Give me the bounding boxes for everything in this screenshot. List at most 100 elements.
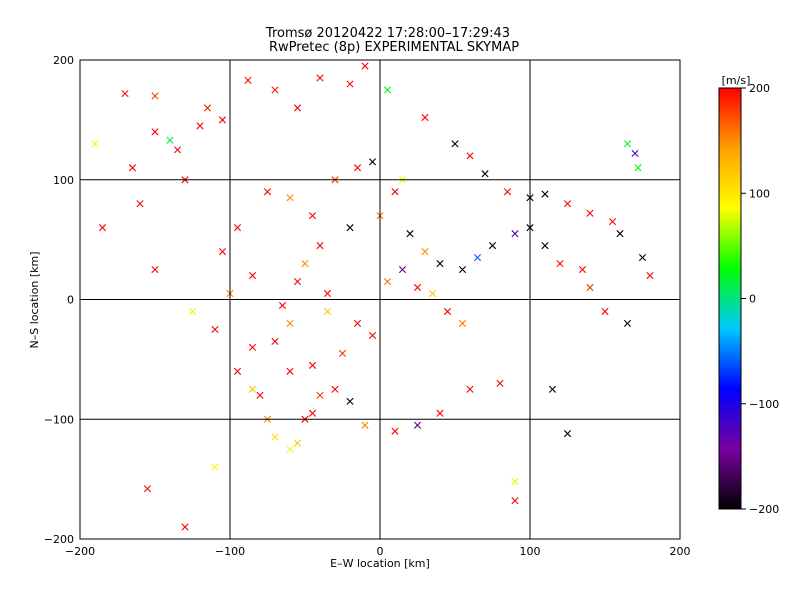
data-point <box>143 485 152 493</box>
x-axis-label: E–W location [km] <box>330 557 430 570</box>
scatter-points <box>91 62 654 531</box>
data-point <box>413 421 422 429</box>
data-point <box>271 433 279 441</box>
data-point <box>631 149 639 157</box>
data-point <box>316 391 324 399</box>
data-point <box>293 277 302 286</box>
data-point <box>428 289 437 298</box>
data-point <box>368 331 377 340</box>
data-point <box>128 164 137 172</box>
data-point <box>166 136 174 144</box>
data-point <box>623 319 632 328</box>
data-point <box>556 259 564 268</box>
data-point <box>391 427 399 435</box>
colorbar-ticks: 200 100 0 −100 −200 <box>741 82 779 516</box>
x-tick-label: −200 <box>65 545 95 558</box>
data-point <box>323 307 332 316</box>
y-tick-label: −200 <box>44 533 74 546</box>
chart-subtitle: RwPretec (8p) EXPERIMENTAL SKYMAP <box>269 40 519 55</box>
data-point <box>248 343 257 351</box>
data-point <box>458 319 467 328</box>
colorbar-tick-label: 100 <box>749 187 770 200</box>
data-point <box>608 218 617 226</box>
data-point <box>151 92 159 100</box>
data-point <box>248 271 257 280</box>
x-tick-label: 0 <box>377 545 384 558</box>
grid-lines <box>80 60 680 539</box>
data-point <box>286 319 294 328</box>
data-point <box>346 224 354 232</box>
y-tick-label: 0 <box>67 294 74 307</box>
data-point <box>301 259 309 268</box>
data-point <box>271 86 279 94</box>
data-point <box>346 397 354 405</box>
data-point <box>473 253 482 262</box>
data-point <box>623 140 632 148</box>
data-point <box>278 301 287 310</box>
data-point <box>233 224 242 232</box>
data-point <box>548 385 557 393</box>
data-point <box>616 230 624 238</box>
data-point <box>308 212 317 220</box>
data-point <box>466 152 474 160</box>
data-point <box>271 337 279 346</box>
data-point <box>218 116 227 124</box>
data-point <box>353 319 362 328</box>
data-point <box>308 409 317 417</box>
x-axis-ticks: −200 −100 0 100 200 <box>65 545 691 558</box>
data-point <box>338 349 347 357</box>
data-point <box>196 122 204 130</box>
data-point <box>211 463 219 471</box>
data-point <box>646 271 654 280</box>
data-point <box>256 391 264 399</box>
y-axis-ticks: −200 −100 0 100 200 <box>44 54 74 546</box>
data-point <box>578 265 587 274</box>
data-point <box>286 445 294 453</box>
data-point <box>413 283 422 292</box>
data-point <box>316 242 324 250</box>
data-point <box>233 367 242 375</box>
data-point <box>443 307 452 316</box>
data-point <box>503 188 512 196</box>
data-point <box>121 89 129 98</box>
data-point <box>541 190 549 198</box>
x-tick-label: 200 <box>670 545 691 558</box>
data-point <box>293 439 302 447</box>
data-point <box>308 361 317 369</box>
data-point <box>361 421 369 429</box>
data-point <box>286 194 294 202</box>
data-point <box>421 248 429 256</box>
data-point <box>406 230 414 238</box>
data-point <box>638 253 647 262</box>
data-point <box>203 104 212 112</box>
data-point <box>286 367 294 375</box>
data-point <box>346 80 354 88</box>
chart-title: Tromsø 20120422 17:28:00–17:29:43 <box>265 26 510 41</box>
data-point <box>323 289 332 298</box>
data-point <box>173 146 182 154</box>
y-axis-label: N–S location [km] <box>28 251 41 348</box>
data-point <box>458 265 467 274</box>
data-point <box>331 385 339 393</box>
data-point <box>91 140 99 148</box>
data-point <box>383 86 392 94</box>
data-point <box>368 158 377 166</box>
data-point <box>436 259 444 268</box>
x-tick-label: −100 <box>215 545 245 558</box>
data-point <box>98 224 107 232</box>
data-point <box>481 170 489 178</box>
data-point <box>436 409 444 417</box>
data-point <box>244 76 252 84</box>
data-point <box>316 74 324 82</box>
data-point <box>263 188 272 196</box>
data-point <box>151 265 159 274</box>
data-point <box>511 497 519 505</box>
data-point <box>383 277 392 286</box>
data-point <box>511 477 519 486</box>
y-tick-label: 100 <box>53 174 74 187</box>
x-tick-label: 100 <box>520 545 541 558</box>
colorbar-label: [m/s] <box>722 74 751 87</box>
data-point <box>541 242 549 250</box>
data-point <box>353 164 362 172</box>
